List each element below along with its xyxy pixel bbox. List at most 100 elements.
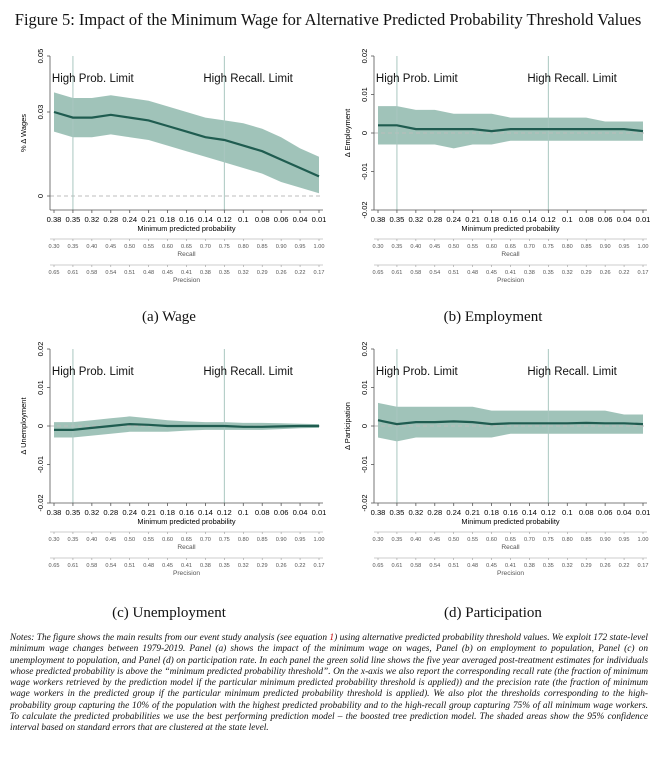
y-tick-label: -0.01 <box>360 456 369 473</box>
x-tick-label: 0.28 <box>103 215 118 224</box>
y-tick-label: 0 <box>360 131 369 135</box>
x-axis-label: Minimum predicted probability <box>461 517 559 526</box>
recall-axis-label: Recall <box>501 544 520 551</box>
recall-tick-label: 1.00 <box>638 244 649 250</box>
recall-tick-label: 0.50 <box>124 244 135 250</box>
precision-tick-label: 0.26 <box>276 270 287 276</box>
recall-tick-label: 0.40 <box>410 537 421 543</box>
x-tick-label: 0.35 <box>66 508 81 517</box>
x-tick-label: 0.16 <box>503 508 518 517</box>
recall-tick-label: 1.00 <box>638 537 649 543</box>
recall-tick-label: 0.90 <box>276 537 287 543</box>
participation-chart: High Prob. Limit High Recall. Limit -0.02 -… <box>343 342 651 577</box>
y-tick-label: 0.01 <box>360 87 369 102</box>
notes-text-end: ) using alternative predicted probabilit… <box>10 633 648 734</box>
recall-tick-label: 0.85 <box>581 244 592 250</box>
x-tick-label: 0.38 <box>47 215 62 224</box>
recall-tick-label: 0.65 <box>505 244 516 250</box>
precision-tick-label: 0.45 <box>162 563 173 569</box>
precision-tick-label: 0.45 <box>486 563 497 569</box>
recall-tick-label: 0.45 <box>105 537 116 543</box>
recall-tick-label: 0.80 <box>562 537 573 543</box>
recall-tick-label: 0.85 <box>257 244 268 250</box>
confidence-band <box>378 402 643 442</box>
x-tick-label: 0.12 <box>541 508 556 517</box>
x-tick-label: 0.24 <box>446 508 461 517</box>
x-tick-label: 0.04 <box>293 215 308 224</box>
recall-tick-label: 0.90 <box>600 244 611 250</box>
precision-tick-label: 0.35 <box>219 563 230 569</box>
precision-tick-label: 0.58 <box>86 270 97 276</box>
x-tick-label: 0.28 <box>427 508 442 517</box>
panel-unemployment: High Prob. Limit High Recall. Limit -0.02 -… <box>10 342 328 595</box>
y-tick-label: 0.01 <box>36 380 45 395</box>
y-axis-label: % Δ Wages <box>19 114 28 152</box>
y-axis-label: Δ Employment <box>343 108 352 157</box>
figure-title: Figure 5: Impact of the Minimum Wage for… <box>14 10 642 29</box>
precision-tick-label: 0.26 <box>276 563 287 569</box>
high-recall-label: High Recall. Limit <box>527 73 617 85</box>
y-tick-label: 0.02 <box>360 342 369 357</box>
recall-tick-label: 0.35 <box>67 244 78 250</box>
x-tick-label: 0.06 <box>274 215 289 224</box>
recall-tick-label: 0.70 <box>200 244 211 250</box>
precision-tick-label: 0.45 <box>162 270 173 276</box>
recall-tick-label: 0.55 <box>143 537 154 543</box>
precision-tick-label: 0.41 <box>505 563 516 569</box>
precision-tick-label: 0.17 <box>314 270 325 276</box>
x-tick-label: 0.21 <box>141 508 156 517</box>
x-tick-label: 0.18 <box>160 215 175 224</box>
x-tick-label: 0.35 <box>66 215 81 224</box>
x-tick-label: 0.06 <box>598 508 613 517</box>
caption-unemployment: (c) Unemployment <box>112 605 226 621</box>
recall-tick-label: 0.45 <box>105 244 116 250</box>
precision-tick-label: 0.51 <box>448 270 459 276</box>
precision-tick-label: 0.48 <box>467 270 478 276</box>
recall-tick-label: 0.55 <box>467 244 478 250</box>
y-tick-label: 0.05 <box>36 49 45 64</box>
y-tick-label: 0 <box>36 194 45 198</box>
precision-tick-label: 0.48 <box>467 563 478 569</box>
precision-tick-label: 0.22 <box>619 563 630 569</box>
precision-tick-label: 0.58 <box>410 270 421 276</box>
precision-tick-label: 0.61 <box>67 270 78 276</box>
y-tick-label: -0.02 <box>360 201 369 218</box>
precision-tick-label: 0.17 <box>638 270 649 276</box>
precision-tick-label: 0.58 <box>86 563 97 569</box>
precision-tick-label: 0.48 <box>143 270 154 276</box>
precision-tick-label: 0.54 <box>105 270 116 276</box>
precision-tick-label: 0.54 <box>429 563 440 569</box>
employment-chart: High Prob. Limit High Recall. Limit -0.02 -… <box>343 49 650 284</box>
x-tick-label: 0.08 <box>255 508 270 517</box>
y-tick-label: 0 <box>360 424 369 428</box>
x-tick-label: 0.08 <box>579 215 594 224</box>
recall-tick-label: 0.40 <box>86 244 97 250</box>
unemployment-chart: High Prob. Limit High Recall. Limit -0.02 -… <box>19 342 326 577</box>
precision-tick-label: 0.41 <box>181 270 192 276</box>
x-tick-label: 0.16 <box>179 508 194 517</box>
recall-tick-label: 0.50 <box>124 537 135 543</box>
precision-tick-label: 0.41 <box>505 270 516 276</box>
x-tick-label: 0.04 <box>617 215 632 224</box>
precision-tick-label: 0.38 <box>200 270 211 276</box>
precision-tick-label: 0.48 <box>143 563 154 569</box>
recall-axis-label: Recall <box>177 544 196 551</box>
figure-notes: Notes: The figure shows the main results… <box>10 633 648 735</box>
equation-link[interactable]: 1 <box>329 633 335 643</box>
x-tick-label: 0.16 <box>179 215 194 224</box>
x-tick-label: 0.28 <box>103 508 118 517</box>
recall-tick-label: 0.55 <box>143 244 154 250</box>
precision-tick-label: 0.29 <box>257 270 268 276</box>
recall-tick-label: 0.60 <box>486 537 497 543</box>
x-tick-label: 0.01 <box>636 508 651 517</box>
recall-tick-label: 0.45 <box>429 244 440 250</box>
high-prob-label: High Prob. Limit <box>52 73 135 85</box>
x-tick-label: 0.14 <box>522 508 537 517</box>
x-tick-label: 0.08 <box>579 508 594 517</box>
precision-tick-label: 0.38 <box>524 270 535 276</box>
precision-tick-label: 0.65 <box>49 270 60 276</box>
y-tick-label: -0.02 <box>36 494 45 511</box>
recall-tick-label: 0.85 <box>257 537 268 543</box>
x-tick-label: 0.12 <box>541 215 556 224</box>
recall-tick-label: 0.60 <box>162 244 173 250</box>
